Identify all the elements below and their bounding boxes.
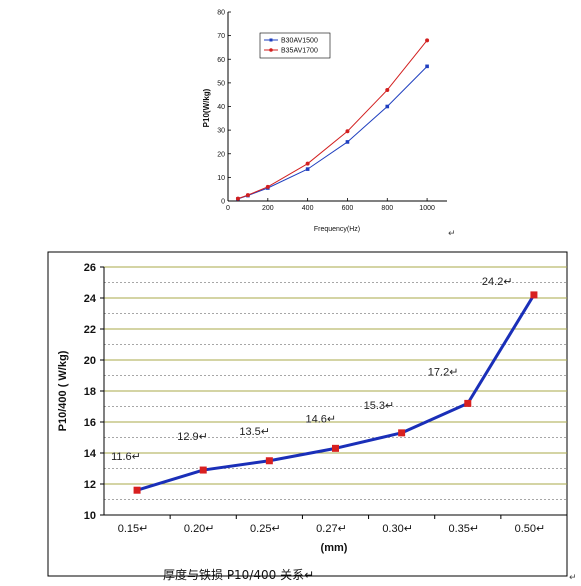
top-y-tick-label: 60 xyxy=(217,57,225,64)
top-series-line-2 xyxy=(237,40,428,200)
top-chart-return-mark: ↵ xyxy=(448,229,456,239)
top-series-point xyxy=(425,38,430,43)
bottom-y-axis-label: P10/400 ( W/kg) xyxy=(57,350,69,431)
chart-caption: 厚度与铁损 P10/400 关系↵ xyxy=(163,567,314,582)
bottom-data-label: 24.2↵ xyxy=(482,276,513,288)
bottom-data-label: 17.2↵ xyxy=(428,366,459,378)
top-x-tick-label: 400 xyxy=(302,205,314,212)
top-y-tick-label: 80 xyxy=(217,10,225,17)
bottom-y-tick-label: 18 xyxy=(84,386,96,398)
top-series-point xyxy=(345,140,350,144)
bottom-x-category-label: 0.25↵ xyxy=(250,523,281,535)
top-series-point xyxy=(425,64,429,69)
top-y-axis-label: P10(W/kg) xyxy=(202,88,211,127)
top-x-tick-label: 800 xyxy=(381,205,393,212)
top-series-point xyxy=(235,196,240,201)
top-y-tick-label: 40 xyxy=(217,104,225,111)
legend-label: B35AV1700 xyxy=(281,48,318,55)
bottom-data-label: 13.5↵ xyxy=(239,426,270,438)
top-y-tick-label: 50 xyxy=(217,80,225,87)
top-x-axis-label: Frequency(Hz) xyxy=(314,226,360,233)
bottom-y-tick-label: 14 xyxy=(84,448,97,460)
bottom-series-point xyxy=(398,429,406,437)
bottom-x-category-label: 0.50↵ xyxy=(515,523,546,535)
legend-label: B30AV1500 xyxy=(281,38,318,45)
top-y-tick-label: 10 xyxy=(217,175,225,182)
top-x-tick-label: 200 xyxy=(262,205,274,212)
legend-marker xyxy=(269,48,273,52)
bottom-chart-frame xyxy=(47,251,568,577)
bottom-x-category-label: 0.35↵ xyxy=(448,523,479,535)
top-legend: B30AV1500 B35AV1700 xyxy=(259,32,331,59)
bottom-x-category-label: 0.27↵ xyxy=(316,523,347,535)
top-series-point xyxy=(305,161,310,166)
top-y-tick-label: 20 xyxy=(217,151,225,158)
top-series-point xyxy=(265,184,270,189)
bottom-y-tick-label: 10 xyxy=(84,510,96,522)
bottom-x-category-label: 0.15↵ xyxy=(118,523,149,535)
bottom-y-tick-label: 16 xyxy=(84,417,96,429)
bottom-x-category-label: 0.30↵ xyxy=(382,523,413,535)
bottom-data-label: 14.6↵ xyxy=(306,413,337,425)
bottom-y-tick-label: 24 xyxy=(84,293,97,305)
top-x-tick-label: 0 xyxy=(226,205,230,212)
top-series-point xyxy=(245,193,250,198)
bottom-x-category-label: 0.20↵ xyxy=(184,523,215,535)
top-series-line-1 xyxy=(237,65,428,200)
top-series-point xyxy=(305,167,310,171)
top-x-tick-label: 1000 xyxy=(419,205,435,212)
bottom-y-tick-label: 20 xyxy=(84,355,96,367)
top-series-point xyxy=(345,129,350,134)
legend-box xyxy=(259,32,331,59)
bottom-series-point xyxy=(464,399,472,407)
bottom-y-tick-label: 22 xyxy=(84,324,96,336)
bottom-series-point xyxy=(133,486,141,494)
thickness-loss-chart: 10 12 14 16 18 20 22 24 26 0.15↵ 0.20↵ 0.25↵ 0.27↵ 0… xyxy=(47,251,577,583)
top-x-tick-label: 600 xyxy=(342,205,354,212)
top-y-tick-label: 0 xyxy=(221,199,225,206)
bottom-series-point xyxy=(199,466,207,474)
top-y-tick-label: 70 xyxy=(217,33,225,40)
bottom-y-tick-label: 12 xyxy=(84,479,96,491)
top-series-point xyxy=(385,87,390,92)
bottom-y-tick-label: 26 xyxy=(84,262,96,274)
bottom-data-label: 15.3↵ xyxy=(364,400,395,412)
bottom-series-point xyxy=(530,291,538,299)
bottom-series-point xyxy=(332,444,339,452)
bottom-x-axis-label: (mm) xyxy=(321,542,348,554)
bottom-data-label: 11.6↵ xyxy=(111,451,141,463)
bottom-chart-return-mark: ↵ xyxy=(569,573,577,583)
bottom-series-point xyxy=(265,457,273,465)
top-series-point xyxy=(385,104,390,109)
legend-marker xyxy=(269,38,273,42)
top-y-tick-label: 30 xyxy=(217,128,225,135)
frequency-loss-chart: 0 200 400 600 800 1000 0 10 20 30 40 50 60 70 80 Frequ… xyxy=(202,10,456,240)
bottom-data-label: 12.9↵ xyxy=(177,431,208,443)
